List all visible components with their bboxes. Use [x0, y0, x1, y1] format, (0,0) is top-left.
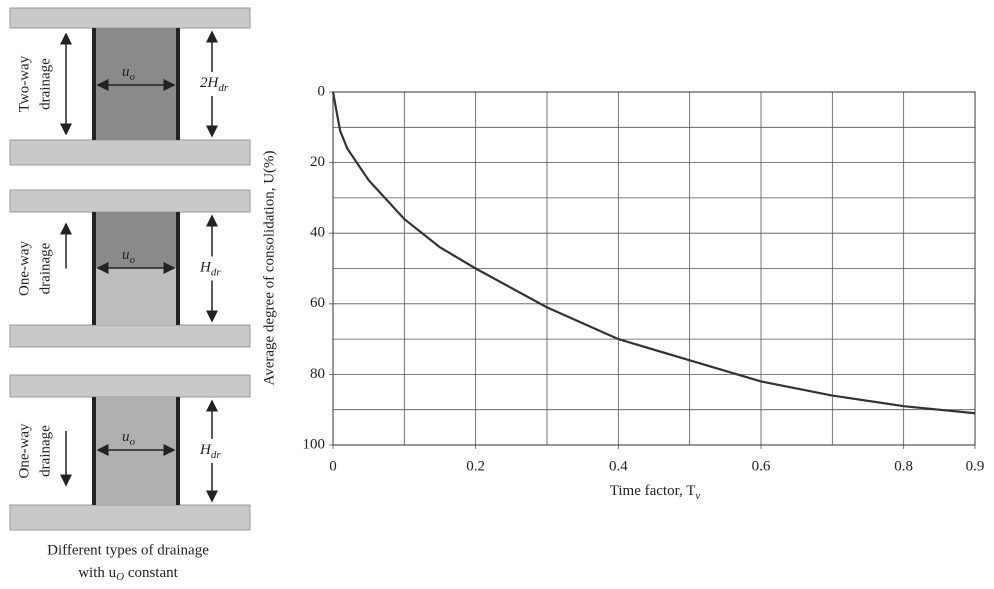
data-line [331, 91, 976, 415]
x-tick-label: 0.2 [466, 458, 485, 474]
pressure-label: uo [122, 64, 136, 82]
x-tick-label: 0 [329, 458, 337, 474]
clay-layer [92, 268, 180, 325]
chart: Average degree of consolidation, U(%) Ti… [261, 83, 984, 501]
pressure-label-main: u [122, 429, 130, 445]
thickness-label-main: H [199, 260, 212, 276]
caption-sub: O [116, 571, 124, 583]
thickness-label-sub: dr [211, 449, 222, 461]
sand-layer [9, 7, 251, 29]
y-tick-label: 100 [303, 436, 326, 452]
label-bg [196, 256, 246, 281]
sand-layer [9, 504, 251, 531]
thickness-label: Hdr [199, 260, 221, 278]
y-tick-label: 0 [318, 83, 326, 99]
clay-layer [92, 397, 180, 505]
drainage-label: drainage [37, 58, 53, 110]
sand-layer [9, 374, 251, 398]
pressure-label-sub: o [130, 254, 136, 266]
thickness-label-main: 2H [200, 75, 220, 91]
thickness-label-sub: dr [218, 82, 229, 94]
pressure-label-main: u [122, 247, 130, 263]
sand-layer [9, 324, 251, 348]
y-axis-label: Average degree of consolidation, U(%) [261, 150, 277, 385]
x-axis-label-main: Time factor, T [610, 483, 696, 499]
caption: with uO constant [78, 565, 178, 582]
y-tick-label: 60 [310, 295, 325, 311]
sand-layer [9, 189, 251, 213]
label-bg [196, 439, 246, 463]
x-axis-label-sub: v [695, 490, 700, 502]
thickness-label: Hdr [199, 442, 221, 460]
caption-rest: constant [124, 565, 179, 581]
drainage-label: One-way [16, 241, 32, 296]
pressure-label-main: u [122, 64, 130, 80]
x-tick-label: 0.9 [966, 458, 985, 474]
clay-layer [92, 28, 180, 140]
drainage-label: Two-way [16, 55, 32, 112]
x-tick-label: 0.6 [752, 458, 771, 474]
x-axis-label: Time factor, Tv [610, 483, 701, 501]
drainage-label: drainage [37, 242, 53, 294]
label-bg [196, 72, 246, 96]
drainage-label: One-way [16, 423, 32, 478]
caption: Different types of drainage [47, 542, 209, 558]
drainage-label: drainage [37, 425, 53, 477]
thickness-label: 2Hdr [200, 75, 229, 93]
thickness-label-main: H [199, 442, 212, 458]
x-tick-label: 0.8 [894, 458, 913, 474]
y-tick-label: 40 [310, 225, 325, 241]
thickness-label-sub: dr [211, 266, 222, 278]
caption-main: with u [78, 565, 116, 581]
sand-layer [9, 139, 251, 166]
y-tick-label: 20 [310, 154, 325, 170]
pressure-label-sub: o [130, 71, 136, 83]
y-tick-label: 80 [310, 366, 325, 382]
pressure-label: uo [122, 247, 136, 265]
pressure-label-sub: o [130, 436, 136, 448]
pressure-label: uo [122, 429, 136, 447]
clay-layer [92, 212, 180, 268]
x-tick-label: 0.4 [609, 458, 628, 474]
plot-frame [332, 91, 976, 446]
